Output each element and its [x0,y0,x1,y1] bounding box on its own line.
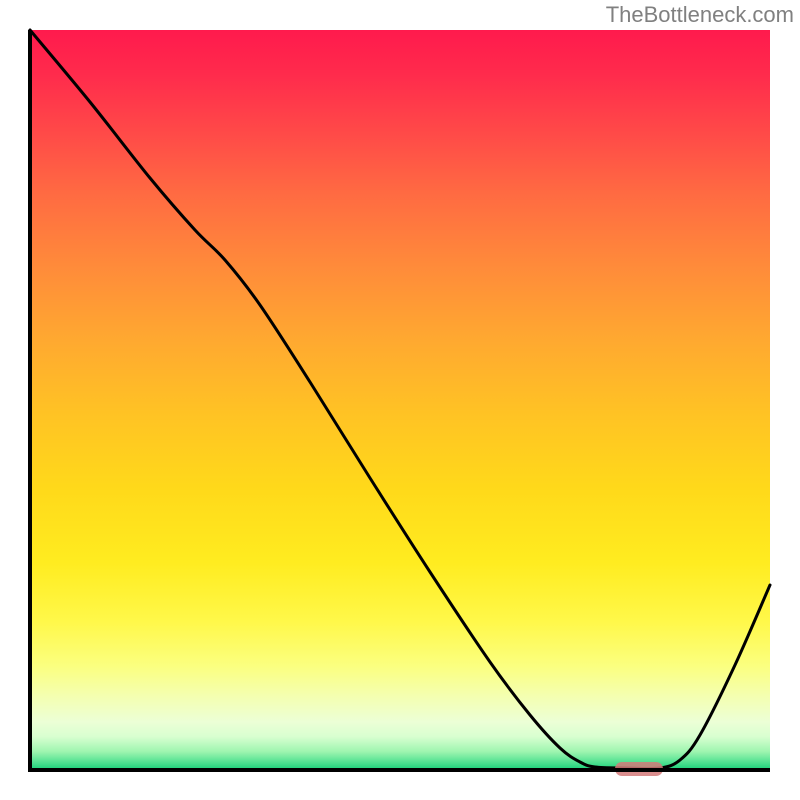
watermark-text: TheBottleneck.com [606,2,794,28]
bottleneck-chart [0,0,800,800]
plot-gradient [30,30,770,770]
chart-container: TheBottleneck.com [0,0,800,800]
